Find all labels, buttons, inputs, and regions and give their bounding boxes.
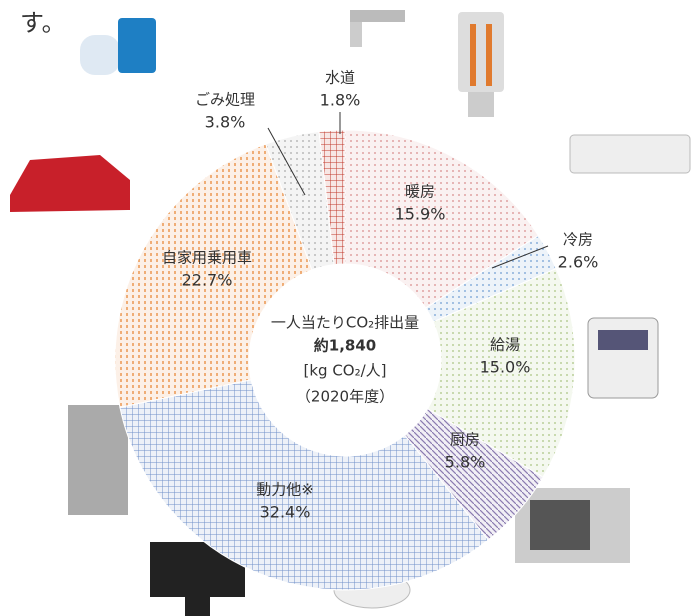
value-label: 2.6%: [558, 253, 599, 272]
center-title: 一人当たりCO₂排出量: [271, 314, 419, 332]
category-label: 水道: [325, 69, 355, 87]
center-value: 約1,840: [314, 337, 376, 355]
slice: [114, 143, 313, 408]
intro-text: す。: [20, 9, 66, 37]
slice: [119, 379, 489, 591]
category-label: ごみ処理: [195, 91, 255, 109]
slice: [426, 267, 576, 478]
category-label: 冷房: [563, 231, 593, 249]
value-label: 32.4%: [260, 503, 311, 522]
slice: [344, 129, 540, 309]
value-label: 3.8%: [205, 113, 246, 132]
trash-bag: [80, 35, 120, 75]
leader-line: [267, 127, 306, 196]
category-label: 暖房: [405, 183, 435, 201]
value-label: 1.8%: [320, 91, 361, 110]
icons: [10, 10, 691, 616]
value-label: 22.7%: [182, 271, 233, 290]
heater: [458, 12, 504, 92]
leader-line: [491, 245, 549, 269]
fridge: [68, 405, 128, 515]
tv-stand: [185, 597, 210, 616]
category-label: 動力他※: [256, 481, 314, 499]
car: [10, 155, 130, 212]
faucet-spout: [350, 22, 362, 47]
slice: [318, 129, 346, 266]
microwave-door: [530, 500, 590, 550]
water-heater-panel: [598, 330, 648, 350]
heater-stand: [468, 92, 494, 117]
value-label: 15.0%: [480, 358, 531, 377]
air-conditioner: [569, 134, 691, 174]
heater-bar: [470, 24, 476, 86]
center-unit: [kg CO₂/人]: [303, 362, 386, 380]
faucet: [350, 10, 405, 22]
category-label: 給湯: [490, 336, 520, 354]
value-label: 15.9%: [395, 205, 446, 224]
trash-bin: [118, 18, 156, 73]
category-label: 自家用乗用車: [162, 249, 252, 267]
category-label: 厨房: [450, 431, 480, 449]
value-label: 5.8%: [445, 453, 486, 472]
heater-bar: [486, 24, 492, 86]
center-year: （2020年度）: [296, 388, 394, 406]
